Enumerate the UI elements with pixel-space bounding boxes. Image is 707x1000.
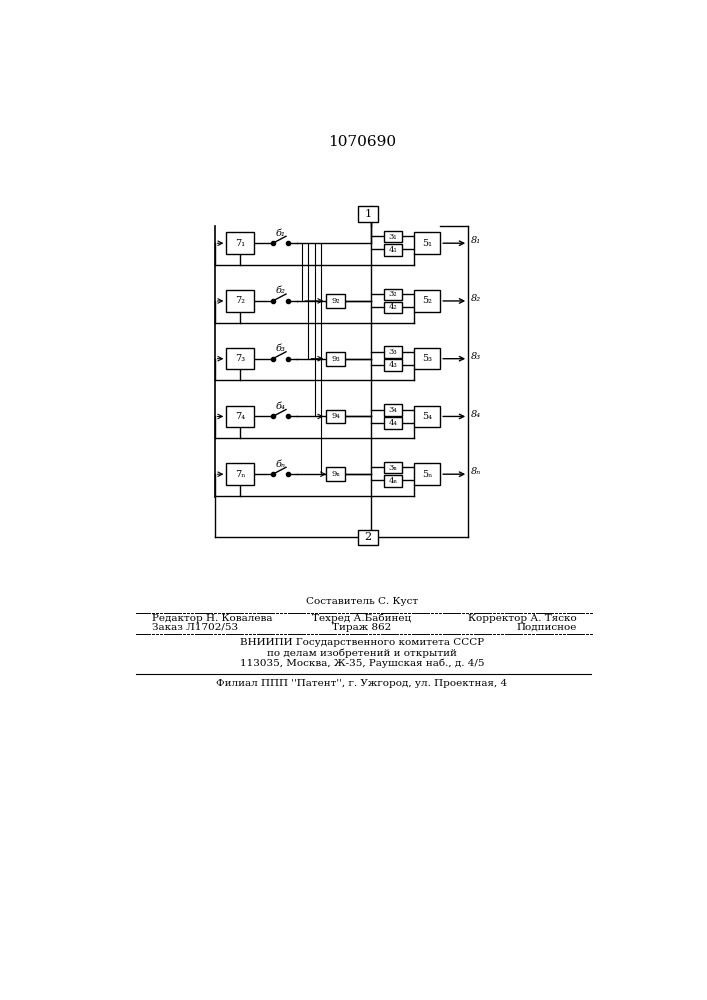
Text: 3₃: 3₃	[389, 348, 397, 356]
Text: 5₃: 5₃	[422, 354, 432, 363]
Text: 4ₙ: 4ₙ	[388, 477, 397, 485]
Text: 8ₙ: 8ₙ	[472, 467, 481, 476]
Bar	[384, 475, 402, 487]
Text: 4₂: 4₂	[389, 303, 397, 311]
Text: 2: 2	[365, 532, 372, 542]
Text: 7₃: 7₃	[235, 354, 245, 363]
Text: 5₁: 5₁	[422, 239, 432, 248]
Text: Тираж 862: Тираж 862	[332, 623, 392, 632]
Bar	[226, 406, 255, 427]
Bar	[384, 231, 402, 242]
Bar	[226, 348, 255, 369]
Text: 8₂: 8₂	[472, 294, 481, 303]
Text: 3₁: 3₁	[389, 233, 397, 241]
Text: ВНИИПИ Государственного комитета СССР: ВНИИПИ Государственного комитета СССР	[240, 638, 484, 647]
Text: 8₁: 8₁	[472, 236, 481, 245]
Text: Корректор А. Тяско: Корректор А. Тяско	[468, 614, 577, 623]
Text: б₃: б₃	[275, 344, 285, 353]
Bar	[414, 348, 440, 369]
Bar	[414, 406, 440, 427]
Text: 9₃: 9₃	[332, 355, 340, 363]
Text: 7ₙ: 7ₙ	[235, 470, 245, 479]
Text: б₄: б₄	[275, 402, 285, 411]
Text: 3₂: 3₂	[389, 290, 397, 298]
Text: б₂: б₂	[275, 286, 285, 295]
Text: 9₂: 9₂	[332, 297, 340, 305]
Text: 5ₙ: 5ₙ	[422, 470, 432, 479]
Bar	[414, 290, 440, 312]
Text: Заказ Л1702/53: Заказ Л1702/53	[152, 623, 238, 632]
Text: 5₄: 5₄	[422, 412, 432, 421]
Bar	[384, 289, 402, 300]
Text: 4₃: 4₃	[389, 361, 397, 369]
Bar	[384, 404, 402, 416]
Text: Составитель С. Куст: Составитель С. Куст	[306, 597, 418, 606]
Bar	[414, 232, 440, 254]
Bar	[327, 352, 345, 366]
Bar	[327, 294, 345, 308]
Bar	[384, 462, 402, 473]
Text: 1070690: 1070690	[328, 135, 396, 149]
Text: 9ₙ: 9ₙ	[331, 470, 340, 478]
Bar	[358, 206, 378, 222]
Text: б₁: б₁	[275, 229, 285, 238]
Bar	[384, 244, 402, 256]
Text: по делам изобретений и открытий: по делам изобретений и открытий	[267, 648, 457, 658]
Bar	[384, 359, 402, 371]
Bar	[226, 463, 255, 485]
Bar	[358, 530, 378, 545]
Text: 3₄: 3₄	[389, 406, 397, 414]
Text: 7₂: 7₂	[235, 296, 245, 305]
Bar	[384, 302, 402, 313]
Text: 4₄: 4₄	[389, 419, 397, 427]
Bar	[384, 346, 402, 358]
Text: 7₁: 7₁	[235, 239, 245, 248]
Text: Техред А.Бабинец: Техред А.Бабинец	[312, 613, 411, 623]
Text: 1: 1	[365, 209, 372, 219]
Text: 9₄: 9₄	[331, 412, 340, 420]
Text: 4₁: 4₁	[389, 246, 397, 254]
Text: Редактор Н. Ковалева: Редактор Н. Ковалева	[152, 614, 272, 623]
Bar	[226, 290, 255, 312]
Text: 8₃: 8₃	[472, 352, 481, 361]
Text: Подписное: Подписное	[516, 623, 577, 632]
Text: Филиал ППП ''Патент'', г. Ужгород, ул. Проектная, 4: Филиал ППП ''Патент'', г. Ужгород, ул. П…	[216, 679, 508, 688]
Bar	[414, 463, 440, 485]
Text: 3ₙ: 3ₙ	[388, 464, 397, 472]
Bar	[327, 410, 345, 423]
Text: бₙ: бₙ	[275, 460, 285, 469]
Bar	[226, 232, 255, 254]
Bar	[384, 417, 402, 429]
Text: 7₄: 7₄	[235, 412, 245, 421]
Text: 8₄: 8₄	[472, 410, 481, 419]
Text: 5₂: 5₂	[422, 296, 432, 305]
Bar	[327, 467, 345, 481]
Text: 113035, Москва, Ж-35, Раушская наб., д. 4/5: 113035, Москва, Ж-35, Раушская наб., д. …	[240, 659, 484, 668]
